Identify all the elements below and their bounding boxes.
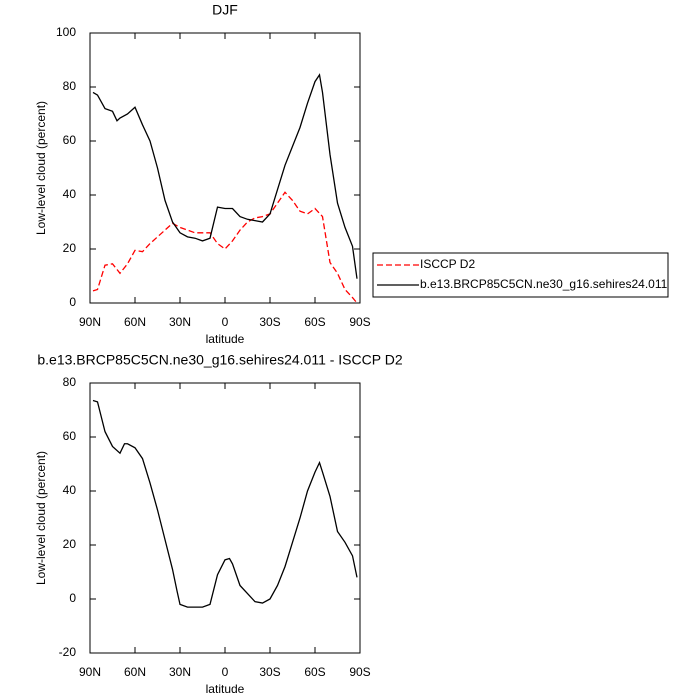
y-tick-label: 60 (63, 133, 77, 147)
legend-box (372, 252, 669, 298)
x-axis-label: latitude (206, 332, 245, 346)
x-tick-label: 60S (304, 665, 325, 679)
x-tick-label: 90N (79, 665, 101, 679)
x-tick-label: 60N (124, 315, 146, 329)
x-tick-label: 30N (169, 665, 191, 679)
x-tick-label: 30S (259, 665, 280, 679)
y-tick-label: 40 (63, 187, 77, 201)
y-tick-label: 80 (63, 79, 77, 93)
x-tick-label: 0 (222, 315, 229, 329)
series-line (92, 399, 358, 608)
plot-frame (89, 382, 361, 654)
legend-label: b.e13.BRCP85C5CN.ne30_g16.sehires24.011 (420, 277, 668, 291)
series-line (92, 191, 358, 304)
y-tick-label: 20 (63, 241, 77, 255)
chart-title: DJF (212, 2, 238, 18)
x-tick-label: 90N (79, 315, 101, 329)
chart-title: b.e13.BRCP85C5CN.ne30_g16.sehires24.011 … (37, 352, 402, 368)
x-tick-label: 0 (222, 665, 229, 679)
x-tick-label: 60S (304, 315, 325, 329)
legend-label: ISCCP D2 (420, 257, 475, 271)
x-tick-label: 90S (349, 665, 370, 679)
y-tick-label: 60 (63, 429, 77, 443)
plot-frame (89, 32, 361, 304)
y-axis-label: Low-level cloud (percent) (34, 101, 48, 235)
y-tick-label: 80 (63, 375, 77, 389)
series-line (92, 73, 358, 279)
x-tick-label: 60N (124, 665, 146, 679)
y-tick-label: 20 (63, 537, 77, 551)
x-tick-label: 30N (169, 315, 191, 329)
y-tick-label: 40 (63, 483, 77, 497)
y-tick-label: 100 (56, 25, 76, 39)
y-tick-label: 0 (69, 591, 76, 605)
y-tick-label: 0 (69, 295, 76, 309)
x-tick-label: 30S (259, 315, 280, 329)
y-axis-label: Low-level cloud (percent) (34, 451, 48, 585)
x-tick-label: 90S (349, 315, 370, 329)
x-axis-label: latitude (206, 682, 245, 696)
y-tick-label: -20 (59, 645, 77, 659)
